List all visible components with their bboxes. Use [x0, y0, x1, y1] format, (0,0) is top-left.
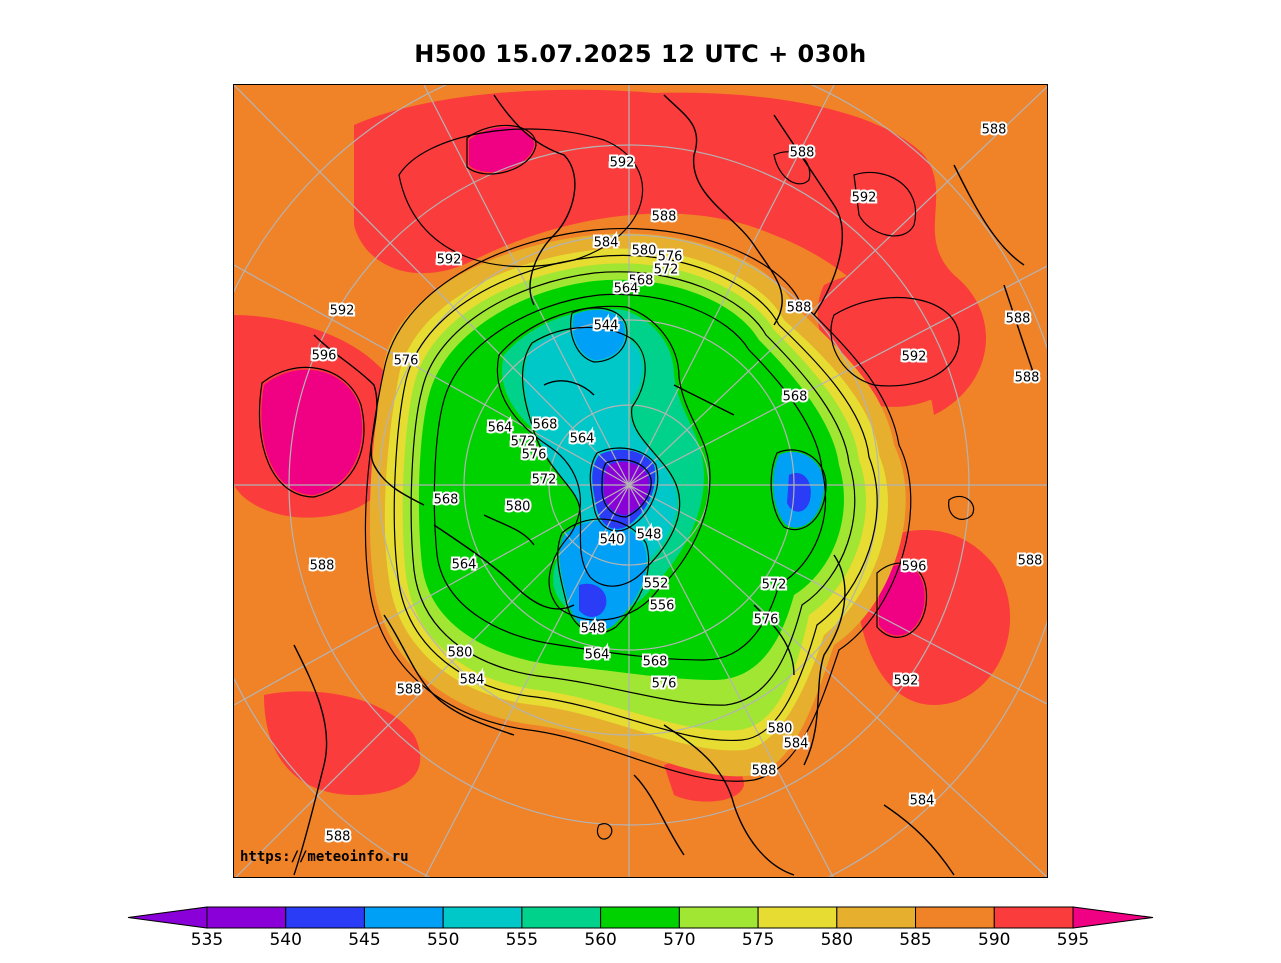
- field-590-north: [354, 89, 987, 416]
- colorbar-tick-label: 575: [741, 930, 775, 950]
- contour-label: 564: [452, 558, 477, 573]
- contour-label: 596: [902, 560, 927, 575]
- contour-label: 576: [394, 354, 419, 369]
- contour-label: 576: [754, 613, 779, 628]
- contour-label: 592: [852, 191, 877, 206]
- contour-label: 588: [1015, 371, 1040, 386]
- colorbar-segments: [127, 906, 1154, 929]
- contour-label: 588: [397, 683, 422, 698]
- contour-label: 568: [533, 418, 558, 433]
- contour-label: 596: [312, 349, 337, 364]
- geopotential-map: 588 588 592 588 592 584 580 576 572 568 564 592 592 5…: [233, 84, 1048, 878]
- colorbar-segment: [600, 906, 680, 929]
- graticule: [234, 85, 1047, 877]
- colorbar-segment: [285, 906, 365, 929]
- field-595-southeast: [879, 565, 925, 636]
- colorbar-tick-label: 550: [426, 930, 460, 950]
- colorbar-tick-label: 585: [899, 930, 932, 950]
- contour-label: 592: [894, 674, 919, 689]
- colorbar-tick-label: 545: [348, 930, 381, 950]
- contour-label: 592: [902, 350, 927, 365]
- colorbar-segment: [757, 906, 838, 929]
- contour-label: 552: [644, 577, 669, 592]
- colorbar-tick-label: 560: [584, 930, 617, 950]
- contour-label: 568: [434, 493, 459, 508]
- contour-label: 576: [522, 448, 547, 463]
- colorbar-tick-label: 590: [978, 930, 1011, 950]
- contour-label: 588: [326, 830, 351, 845]
- contour-label: 564: [585, 648, 610, 663]
- contour-label: 568: [629, 274, 654, 289]
- watermark-text: https://meteoinfo.ru: [240, 849, 409, 865]
- contour-label: 592: [330, 304, 355, 319]
- map-title: H500 15.07.2025 12 UTC + 030h: [414, 40, 867, 68]
- contour-label: 568: [643, 655, 668, 670]
- contour-label: 584: [460, 673, 485, 688]
- contour-label: 588: [787, 301, 812, 316]
- contour-label: 576: [652, 677, 677, 692]
- contour-label: 548: [581, 622, 606, 637]
- field-595-north: [469, 127, 534, 173]
- contour-label: 592: [902, 350, 927, 365]
- contour-label: 568: [783, 390, 808, 405]
- colorbar-segment: [363, 906, 444, 929]
- contour-label: 592: [610, 156, 635, 171]
- contour-label: 548: [637, 528, 662, 543]
- contour-label: 584: [594, 236, 619, 251]
- colorbar-tick-label: 555: [505, 930, 539, 950]
- colorbar-segment: [678, 906, 759, 929]
- field-595-west: [261, 369, 362, 495]
- contour-label: 564: [614, 282, 639, 297]
- field-545-south: [579, 583, 607, 617]
- colorbar-segment: [915, 906, 995, 929]
- contour-label: 588: [752, 764, 777, 779]
- contour-label: 564: [570, 432, 595, 447]
- contour-label: 584: [784, 737, 809, 752]
- colorbar-segment: [442, 906, 523, 929]
- contour-label: 540: [600, 533, 625, 548]
- contour-label: 572: [762, 578, 787, 593]
- field-550-north: [572, 309, 625, 360]
- colorbar-segment: [836, 906, 917, 929]
- contour-label: 588: [790, 146, 815, 161]
- contour-label: 572: [532, 473, 557, 488]
- contour-label: 544: [594, 319, 619, 334]
- contour-label: 580: [632, 244, 657, 259]
- colorbar-tick-label: 535: [190, 930, 224, 950]
- contour-label: 564: [488, 421, 513, 436]
- contour-label: 580: [506, 500, 531, 515]
- contour-lines: [258, 124, 975, 840]
- contour-label: 576: [658, 250, 683, 265]
- contour-label: 588: [1018, 554, 1043, 569]
- colorbar-tick-label: 570: [663, 930, 696, 950]
- colorbar-tick-label: 580: [820, 930, 854, 950]
- contour-label: 588: [310, 559, 335, 574]
- colorbar-high-extend: [1072, 906, 1154, 929]
- contour-label: 572: [511, 435, 536, 450]
- contour-label: 592: [437, 253, 462, 268]
- colorbar-tick-label: 540: [269, 930, 302, 950]
- coastlines: [293, 94, 1035, 876]
- contour-label: 556: [650, 599, 675, 614]
- colorbar-segment: [993, 906, 1074, 929]
- contour-label: 588: [982, 123, 1007, 138]
- contour-label: 588: [1006, 312, 1031, 327]
- contour-label: 592: [852, 191, 877, 206]
- contour-label: 584: [910, 794, 935, 809]
- contour-label: 572: [654, 263, 679, 278]
- colorbar-low-extend: [127, 906, 208, 929]
- contour-label: 580: [768, 722, 793, 737]
- contour-label: 588: [652, 210, 677, 225]
- colorbar-segment: [206, 906, 287, 929]
- colorbar-tick-label: 595: [1056, 930, 1090, 950]
- colorbar-segment: [521, 906, 602, 929]
- contour-label: 580: [448, 646, 473, 661]
